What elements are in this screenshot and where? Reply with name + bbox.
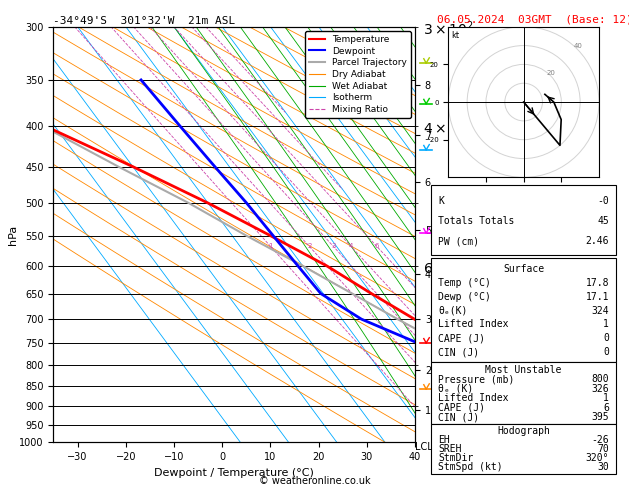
Text: CAPE (J): CAPE (J) (438, 333, 486, 344)
Text: 800: 800 (591, 374, 609, 384)
Text: 1: 1 (603, 319, 609, 330)
Text: LCL: LCL (415, 442, 433, 452)
Text: 2: 2 (307, 243, 311, 249)
Text: Lifted Index: Lifted Index (438, 393, 509, 403)
Text: 1: 1 (603, 393, 609, 403)
Text: Temp (°C): Temp (°C) (438, 278, 491, 288)
Text: 3: 3 (331, 243, 335, 249)
Text: 1: 1 (268, 243, 273, 249)
Text: K: K (438, 196, 444, 206)
Text: θₑ (K): θₑ (K) (438, 383, 474, 394)
Text: kt: kt (452, 31, 459, 40)
Y-axis label: hPa: hPa (8, 225, 18, 244)
Text: SREH: SREH (438, 444, 462, 454)
Text: 320°: 320° (586, 453, 609, 463)
Text: 40: 40 (574, 43, 582, 49)
Text: StmDir: StmDir (438, 453, 474, 463)
Text: 17.8: 17.8 (586, 278, 609, 288)
Text: Dewp (°C): Dewp (°C) (438, 292, 491, 302)
Text: 0: 0 (603, 333, 609, 344)
Text: Surface: Surface (503, 264, 544, 274)
Text: PW (cm): PW (cm) (438, 236, 479, 246)
Text: 06.05.2024  03GMT  (Base: 12): 06.05.2024 03GMT (Base: 12) (437, 15, 629, 25)
Text: CAPE (J): CAPE (J) (438, 402, 486, 413)
Text: 70: 70 (598, 444, 609, 454)
Text: -26: -26 (591, 435, 609, 445)
X-axis label: Dewpoint / Temperature (°C): Dewpoint / Temperature (°C) (154, 468, 314, 478)
Text: CIN (J): CIN (J) (438, 347, 479, 357)
Text: 4: 4 (349, 243, 353, 249)
Text: Totals Totals: Totals Totals (438, 216, 515, 226)
Text: CIN (J): CIN (J) (438, 412, 479, 422)
Text: 45: 45 (598, 216, 609, 226)
Text: 326: 326 (591, 383, 609, 394)
Y-axis label: km
ASL: km ASL (475, 226, 496, 243)
Text: © weatheronline.co.uk: © weatheronline.co.uk (259, 476, 370, 486)
Text: θₑ(K): θₑ(K) (438, 306, 468, 315)
Text: -0: -0 (598, 196, 609, 206)
Text: 17.1: 17.1 (586, 292, 609, 302)
Text: 6: 6 (603, 402, 609, 413)
Legend: Temperature, Dewpoint, Parcel Trajectory, Dry Adiabat, Wet Adiabat, Isotherm, Mi: Temperature, Dewpoint, Parcel Trajectory… (305, 31, 411, 118)
Text: 30: 30 (598, 463, 609, 472)
Text: EH: EH (438, 435, 450, 445)
Text: Lifted Index: Lifted Index (438, 319, 509, 330)
Text: Hodograph: Hodograph (497, 426, 550, 436)
Text: 2.46: 2.46 (586, 236, 609, 246)
Text: 0: 0 (603, 347, 609, 357)
Text: 324: 324 (591, 306, 609, 315)
Text: 6: 6 (374, 243, 379, 249)
Text: Pressure (mb): Pressure (mb) (438, 374, 515, 384)
Text: -34°49'S  301°32'W  21m ASL: -34°49'S 301°32'W 21m ASL (53, 16, 236, 26)
Text: 20: 20 (547, 70, 555, 76)
Text: StmSpd (kt): StmSpd (kt) (438, 463, 503, 472)
Text: 395: 395 (591, 412, 609, 422)
Text: Most Unstable: Most Unstable (486, 364, 562, 375)
